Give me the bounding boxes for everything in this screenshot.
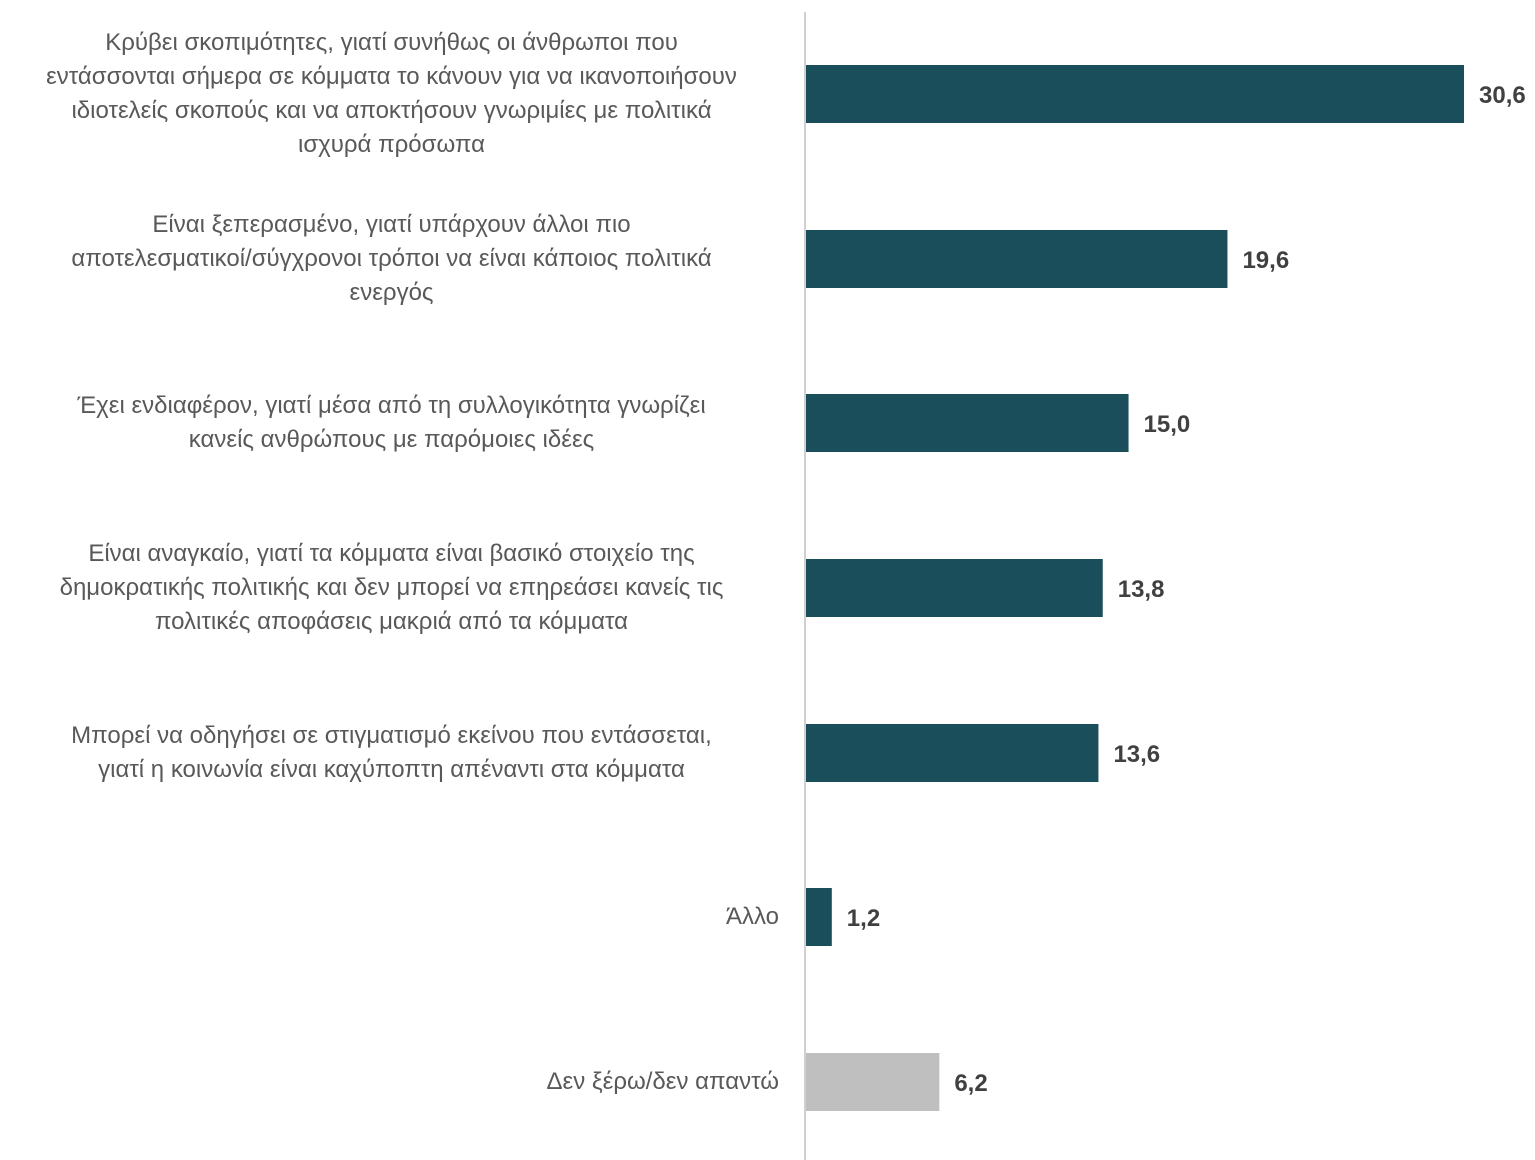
data-label-1: 30,6	[1479, 82, 1526, 109]
category-label-3: Έχει ενδιαφέρον, γιατί μέσα από τη συλλο…	[4, 389, 779, 457]
category-label-line: ιδιοτελείς σκοπούς και να αποκτήσουν γνω…	[71, 97, 712, 124]
category-label-line: Έχει ενδιαφέρον, γιατί μέσα από τη συλλο…	[77, 392, 706, 419]
category-label-1: Κρύβει σκοπιμότητες, γιατί συνήθως οι άν…	[4, 26, 779, 162]
category-label-line: γιατί η κοινωνία είναι καχύποπτη απέναντ…	[98, 756, 685, 783]
bar-3	[806, 394, 1129, 452]
category-label-6: Άλλο	[4, 900, 779, 934]
category-label-4: Είναι αναγκαίο, γιατί τα κόμματα είναι β…	[4, 537, 779, 639]
category-label-line: Κρύβει σκοπιμότητες, γιατί συνήθως οι άν…	[105, 29, 678, 56]
category-label-line: Μπορεί να οδηγήσει σε στιγματισμό εκείνο…	[71, 722, 712, 749]
bar-5	[806, 724, 1099, 782]
category-label-line: εντάσσονται σήμερα σε κόμματα το κάνουν …	[46, 63, 737, 90]
category-label-line: κανείς ανθρώπους με παρόμοιες ιδέες	[188, 426, 595, 453]
category-label-line: Άλλο	[725, 903, 779, 930]
category-label-5: Μπορεί να οδηγήσει σε στιγματισμό εκείνο…	[4, 719, 779, 787]
category-label-line: Είναι ξεπερασμένο, γιατί υπάρχουν άλλοι …	[152, 211, 631, 238]
data-label-6: 1,2	[847, 905, 880, 932]
data-label-3: 15,0	[1144, 411, 1191, 438]
bar-1	[806, 65, 1464, 123]
category-label-line: Είναι αναγκαίο, γιατί τα κόμματα είναι β…	[88, 540, 695, 567]
category-label-line: ενεργός	[349, 279, 434, 306]
data-label-2: 19,6	[1242, 247, 1289, 274]
bar-4	[806, 559, 1103, 617]
category-label-line: ισχυρά πρόσωπα	[298, 131, 485, 158]
bar-7	[806, 1053, 940, 1111]
category-label-line: αποτελεσματικοί/σύγχρονοι τρόποι να είνα…	[71, 245, 712, 272]
data-label-5: 13,6	[1113, 741, 1160, 768]
category-label-7: Δεν ξέρω/δεν απαντώ	[4, 1065, 779, 1099]
category-label-line: πολιτικές αποφάσεις μακριά από τα κόμματ…	[154, 608, 629, 635]
bar-2	[806, 230, 1228, 288]
category-label-line: Δεν ξέρω/δεν απαντώ	[546, 1068, 779, 1095]
bar-6	[806, 888, 832, 946]
category-label-2: Είναι ξεπερασμένο, γιατί υπάρχουν άλλοι …	[4, 208, 779, 310]
category-label-line: δημοκρατικής πολιτικής και δεν μπορεί να…	[59, 574, 724, 601]
data-label-7: 6,2	[954, 1070, 987, 1097]
data-label-4: 13,8	[1118, 576, 1165, 603]
